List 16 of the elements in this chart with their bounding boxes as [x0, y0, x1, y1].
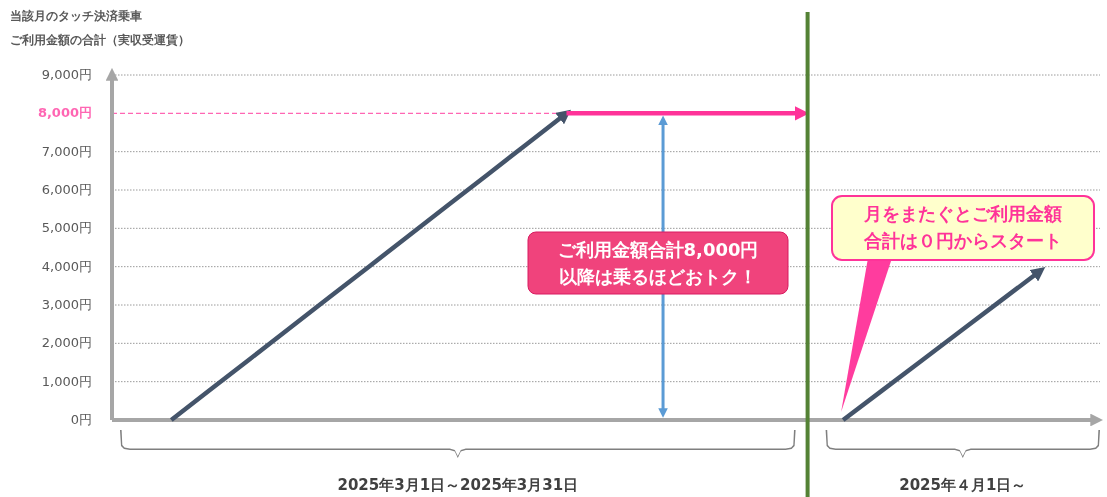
y-tick-label: 3,000円	[41, 297, 92, 312]
y-tick-label: 0円	[70, 412, 92, 427]
y-tick-label: 4,000円	[41, 258, 92, 274]
annotation: 月をまたぐとご利用金額合計は０円からスタート	[863, 203, 1062, 251]
text: 2025年3月1日～2025年3月31日	[337, 476, 579, 494]
y-tick-label: 2,000円	[41, 335, 92, 351]
text: 2025年４月1日～	[899, 476, 1027, 494]
chart-title: 当該月のタッチ決済乗車	[10, 9, 142, 23]
annotation: ご利用金額合計8,000円以降は乗るほどおトク！	[557, 239, 759, 287]
y-tick-label: 5,000円	[41, 220, 92, 236]
y-tick-label: 9,000円	[41, 67, 92, 82]
y-tick-label: 1,000円	[41, 373, 92, 389]
y-tick-label: 7,000円	[41, 143, 92, 159]
ref-line-label: 8,000円	[37, 105, 92, 121]
y-tick-label: 6,000円	[41, 182, 92, 197]
chart-subtitle: ご利用金額の合計（実収受運賃）	[10, 33, 190, 47]
